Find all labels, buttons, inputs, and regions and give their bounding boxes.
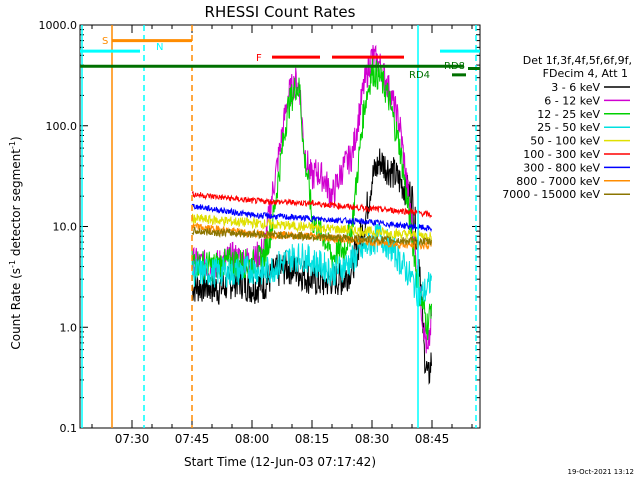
annotation-bars: S N F RD4 RD8 bbox=[80, 25, 480, 428]
y-tick-label: 100.0 bbox=[46, 120, 78, 133]
legend: Det 1f,3f,4f,5f,6f,9f, FDecim 4, Att 1 3… bbox=[502, 54, 632, 201]
legend-entry-label: 300 - 800 keV bbox=[523, 161, 600, 174]
legend-entry-label: 50 - 100 keV bbox=[530, 135, 600, 148]
legend-entry-label: 3 - 6 keV bbox=[551, 81, 600, 94]
series-6-line bbox=[191, 203, 432, 233]
axes bbox=[80, 24, 480, 429]
x-tick-label: 07:45 bbox=[175, 432, 210, 446]
legend-entry-label: 100 - 300 keV bbox=[523, 148, 600, 161]
series-4-line bbox=[191, 213, 432, 242]
series-8-line bbox=[191, 226, 432, 246]
s-label: S bbox=[102, 36, 108, 47]
y-axis-label: Count Rate (s-1 detector segment-1) bbox=[8, 136, 23, 349]
tick-labels: 1000.0 100.0 10.0 1.0 0.1 07:30 07:45 08:00 08:1… bbox=[39, 19, 450, 446]
series-5-line bbox=[192, 191, 432, 219]
series-lines bbox=[191, 44, 432, 385]
y-tick-label: 0.1 bbox=[60, 422, 78, 435]
legend-entry-label: 800 - 7000 keV bbox=[516, 175, 600, 188]
legend-entry-label: 25 - 50 keV bbox=[537, 121, 600, 134]
series-3-line bbox=[191, 223, 432, 308]
legend-header-line2: FDecim 4, Att 1 bbox=[543, 67, 628, 80]
x-axis-label: Start Time (12-Jun-03 07:17:42) bbox=[184, 455, 376, 469]
chart-title: RHESSI Count Rates bbox=[205, 3, 356, 21]
series-0-line bbox=[191, 148, 432, 385]
legend-entry-label: 12 - 25 keV bbox=[537, 108, 600, 121]
legend-entry-label: 7000 - 15000 keV bbox=[502, 188, 600, 201]
x-tick-label: 07:30 bbox=[115, 432, 150, 446]
x-tick-label: 08:15 bbox=[295, 432, 330, 446]
footer-timestamp: 19-Oct-2021 13:12 bbox=[568, 468, 634, 476]
f-label: F bbox=[256, 53, 262, 64]
y-tick-label: 1.0 bbox=[60, 321, 78, 334]
legend-header-line1: Det 1f,3f,4f,5f,6f,9f, bbox=[523, 54, 632, 67]
x-tick-label: 08:30 bbox=[355, 432, 390, 446]
rd4-label: RD4 bbox=[409, 70, 430, 81]
y-tick-label: 10.0 bbox=[53, 221, 78, 234]
rd8-label: RD8 bbox=[444, 61, 465, 72]
series-1-line bbox=[191, 44, 432, 354]
x-tick-label: 08:45 bbox=[415, 432, 450, 446]
x-tick-label: 08:00 bbox=[235, 432, 270, 446]
y-tick-label: 1000.0 bbox=[39, 19, 78, 32]
n-label: N bbox=[156, 42, 163, 53]
legend-entry-label: 6 - 12 keV bbox=[544, 94, 600, 107]
